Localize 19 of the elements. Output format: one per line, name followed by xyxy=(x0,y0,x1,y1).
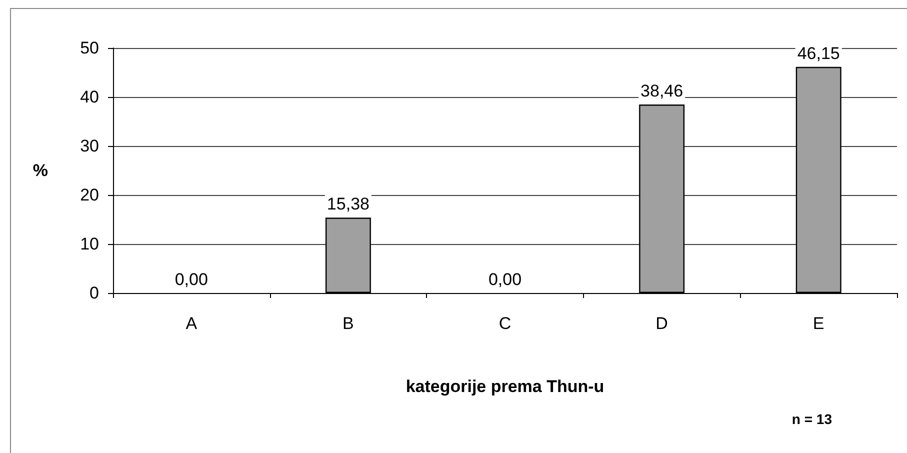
y-tick-label: 30 xyxy=(80,136,99,156)
x-axis-title: kategorije prema Thun-u xyxy=(406,377,604,396)
y-tick-label: 20 xyxy=(80,186,99,204)
y-tick-label: 40 xyxy=(80,88,99,106)
y-tick-label: 0 xyxy=(90,284,99,302)
data-label: 38,46 xyxy=(640,82,684,101)
y-tick-label: 10 xyxy=(80,234,99,254)
x-tick-label: B xyxy=(342,314,354,333)
x-tick-label: D xyxy=(656,314,668,333)
x-tick-label: E xyxy=(812,314,824,333)
data-label: 0,00 xyxy=(174,270,208,289)
data-label: 15,38 xyxy=(326,194,370,214)
text: n = 13 xyxy=(792,411,832,427)
x-tick-label: A xyxy=(186,314,198,333)
data-label: 46,15 xyxy=(797,44,840,63)
data-label: 0,00 xyxy=(488,270,522,289)
x-tick-label: C xyxy=(498,314,512,333)
y-tick-label: 50 xyxy=(80,38,99,58)
y-axis-title: % xyxy=(32,161,48,180)
